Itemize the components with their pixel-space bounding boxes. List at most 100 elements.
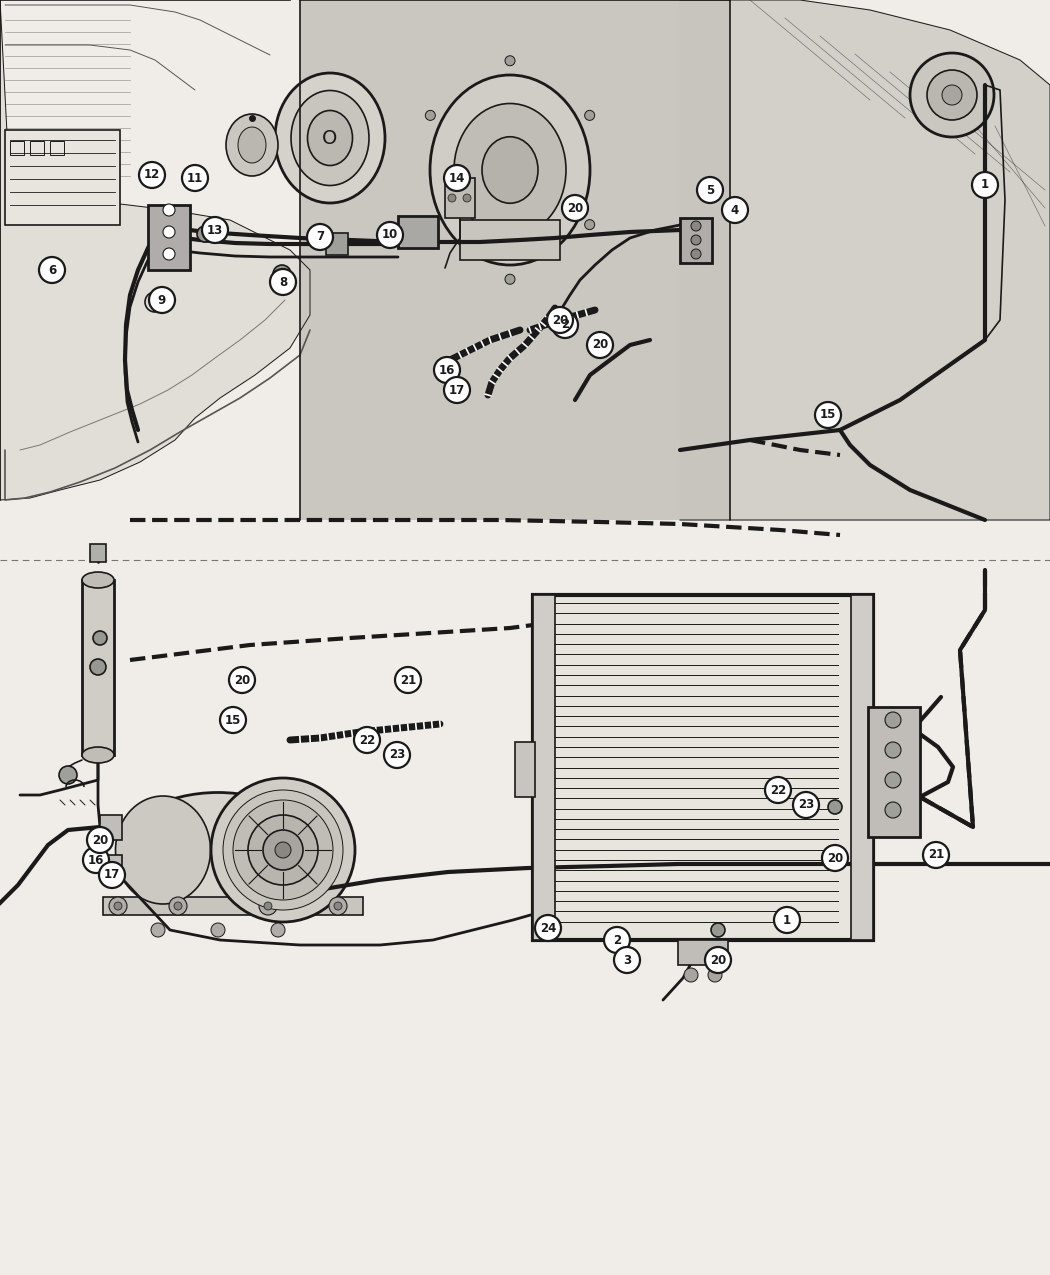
Ellipse shape	[226, 113, 278, 176]
Circle shape	[815, 402, 841, 428]
Bar	[148, 205, 190, 270]
Circle shape	[307, 224, 333, 250]
Text: 20: 20	[592, 338, 608, 352]
Circle shape	[972, 172, 998, 198]
Text: 4: 4	[731, 204, 739, 217]
Circle shape	[588, 338, 602, 352]
Circle shape	[708, 968, 722, 982]
Circle shape	[885, 742, 901, 759]
Text: 16: 16	[439, 363, 456, 376]
Text: 10: 10	[382, 228, 398, 241]
Ellipse shape	[482, 136, 538, 203]
Bar	[326, 233, 348, 255]
Circle shape	[562, 195, 588, 221]
Text: 1: 1	[783, 913, 791, 927]
Circle shape	[885, 711, 901, 728]
Bar	[103, 898, 363, 915]
Circle shape	[39, 258, 65, 283]
Bar	[868, 708, 920, 836]
Text: 6: 6	[48, 264, 56, 277]
Circle shape	[547, 307, 573, 333]
Text: 13: 13	[207, 223, 223, 236]
Bar	[50, 142, 64, 156]
Text: 2: 2	[561, 319, 569, 332]
Text: 21: 21	[400, 673, 416, 686]
Circle shape	[585, 219, 594, 230]
Circle shape	[691, 249, 701, 259]
Circle shape	[505, 274, 514, 284]
Bar	[100, 856, 122, 880]
Circle shape	[684, 968, 698, 982]
Circle shape	[822, 845, 848, 871]
Circle shape	[163, 249, 175, 260]
Circle shape	[354, 727, 380, 754]
Circle shape	[264, 901, 272, 910]
Bar	[680, 218, 712, 263]
Text: 24: 24	[540, 922, 557, 935]
Circle shape	[139, 162, 165, 187]
Circle shape	[722, 198, 748, 223]
Circle shape	[425, 219, 436, 230]
Circle shape	[211, 923, 225, 937]
Text: 17: 17	[449, 384, 465, 397]
Text: 20: 20	[710, 954, 727, 966]
Circle shape	[923, 842, 949, 868]
Circle shape	[151, 923, 165, 937]
Circle shape	[229, 667, 255, 694]
Text: 1: 1	[981, 179, 989, 191]
Bar	[300, 0, 730, 520]
Circle shape	[275, 842, 291, 858]
Circle shape	[271, 923, 285, 937]
Circle shape	[220, 708, 246, 733]
Circle shape	[691, 221, 701, 231]
Circle shape	[910, 54, 994, 136]
Circle shape	[774, 907, 800, 933]
Ellipse shape	[454, 103, 566, 236]
Ellipse shape	[82, 747, 114, 762]
Polygon shape	[680, 0, 1050, 520]
Circle shape	[99, 862, 125, 887]
Text: 23: 23	[798, 798, 814, 811]
Text: 22: 22	[359, 733, 375, 746]
Text: 20: 20	[234, 673, 250, 686]
Text: 2: 2	[613, 933, 621, 946]
Circle shape	[553, 311, 567, 325]
Text: 9: 9	[158, 293, 166, 306]
Bar	[460, 221, 560, 260]
Text: 15: 15	[820, 408, 836, 422]
Circle shape	[587, 332, 613, 358]
Circle shape	[614, 947, 640, 973]
Text: 15: 15	[225, 714, 242, 727]
Bar	[5, 130, 120, 224]
Text: 20: 20	[552, 314, 568, 326]
Text: 23: 23	[388, 748, 405, 761]
Circle shape	[604, 927, 630, 952]
Circle shape	[270, 269, 296, 295]
Text: 21: 21	[928, 848, 944, 862]
Text: 20: 20	[827, 852, 843, 864]
Circle shape	[211, 778, 355, 922]
Text: 3: 3	[623, 954, 631, 966]
Text: 16: 16	[88, 853, 104, 867]
Circle shape	[169, 898, 187, 915]
Circle shape	[174, 901, 182, 910]
Circle shape	[384, 742, 410, 768]
Circle shape	[377, 222, 403, 249]
Circle shape	[444, 164, 470, 191]
Circle shape	[273, 265, 291, 283]
Circle shape	[223, 790, 343, 910]
Circle shape	[434, 357, 460, 382]
Ellipse shape	[430, 75, 590, 265]
Ellipse shape	[121, 793, 315, 908]
Circle shape	[114, 901, 122, 910]
Circle shape	[463, 194, 471, 201]
Circle shape	[197, 226, 213, 242]
Circle shape	[828, 799, 842, 813]
Circle shape	[505, 56, 514, 66]
Text: 22: 22	[770, 784, 786, 797]
Circle shape	[942, 85, 962, 105]
Circle shape	[149, 287, 175, 312]
Circle shape	[444, 377, 470, 403]
Circle shape	[329, 898, 346, 915]
Circle shape	[552, 312, 578, 338]
